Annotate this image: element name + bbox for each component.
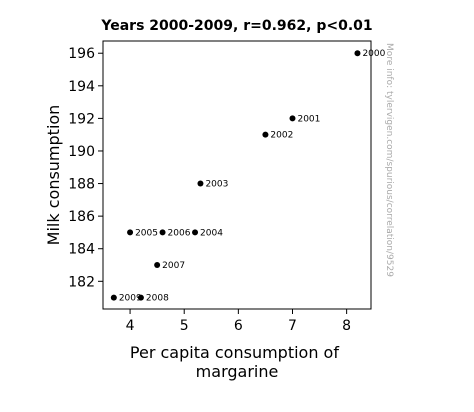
watermark-text: More info: tylervigen.com/spurious/corre… bbox=[384, 43, 394, 277]
x-tick-label: 5 bbox=[180, 318, 189, 334]
data-point bbox=[192, 229, 199, 236]
data-point-label: 2005 bbox=[135, 228, 158, 238]
x-tick-label: 8 bbox=[342, 318, 351, 334]
data-point bbox=[354, 50, 361, 57]
plot-area-frame bbox=[102, 40, 372, 310]
data-point bbox=[137, 294, 144, 301]
data-point-label: 2002 bbox=[270, 131, 293, 141]
x-tick-label: 6 bbox=[234, 318, 243, 334]
data-point bbox=[127, 229, 134, 236]
data-point bbox=[197, 180, 204, 187]
chart-title: Years 2000-2009, r=0.962, p<0.01 bbox=[100, 18, 372, 34]
data-point bbox=[262, 131, 269, 138]
y-tick-label: 196 bbox=[68, 46, 95, 62]
y-axis-label: Milk consumption bbox=[44, 105, 63, 246]
y-tick-label: 182 bbox=[68, 274, 95, 290]
y-tick-label: 188 bbox=[68, 177, 95, 193]
data-point-label: 2007 bbox=[162, 261, 185, 271]
y-tick-label: 186 bbox=[68, 209, 95, 225]
x-tick-label: 7 bbox=[288, 318, 297, 334]
data-point bbox=[289, 115, 296, 122]
data-point bbox=[154, 262, 161, 269]
y-tick-label: 190 bbox=[68, 144, 95, 160]
data-point bbox=[110, 294, 117, 301]
data-point-label: 2006 bbox=[168, 228, 191, 238]
data-point bbox=[159, 229, 166, 236]
x-axis-label-line-2: margarine bbox=[196, 362, 279, 381]
data-point-label: 2008 bbox=[146, 294, 169, 304]
x-axis-ticks: 4 5 6 7 8 bbox=[126, 309, 351, 334]
data-points: 2000 2001 2002 2003 2004 2005 2006 2007 2008 2009 bbox=[110, 49, 386, 304]
data-point-label: 2004 bbox=[200, 228, 223, 238]
x-tick-label: 4 bbox=[126, 318, 135, 334]
data-point-label: 2009 bbox=[119, 294, 142, 304]
data-point-label: 2001 bbox=[297, 114, 320, 124]
y-axis-ticks: 182 184 186 188 190 192 194 196 bbox=[68, 46, 103, 290]
x-axis-label: Per capita consumption of margarine bbox=[130, 343, 344, 381]
y-tick-label: 192 bbox=[68, 111, 95, 127]
y-tick-label: 184 bbox=[68, 242, 95, 258]
data-point-label: 2000 bbox=[362, 49, 385, 59]
data-point-label: 2003 bbox=[205, 180, 228, 190]
y-tick-label: 194 bbox=[68, 79, 95, 95]
x-axis-label-line-1: Per capita consumption of bbox=[130, 343, 339, 362]
